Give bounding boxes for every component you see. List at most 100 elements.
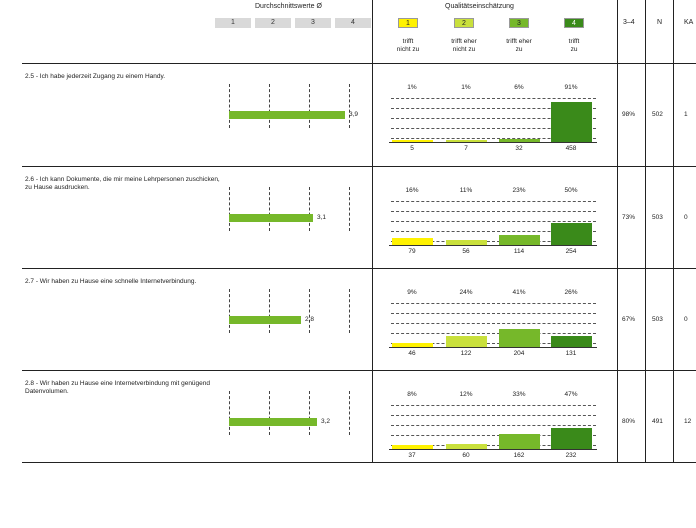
quality-label-4: trifft zu (568, 38, 580, 53)
avg-scale-tick (269, 289, 270, 333)
chart-gridline (391, 98, 596, 99)
quality-count: 60 (462, 452, 470, 459)
count-ka: 12 (684, 418, 692, 425)
quality-percent: 12% (459, 391, 473, 398)
quality-percent: 50% (564, 187, 578, 194)
quality-count: 162 (513, 452, 525, 459)
quality-bar-3 (499, 234, 540, 245)
quality-label-3: trifft eher zu (506, 38, 532, 53)
chart-gridline (391, 425, 596, 426)
chart-gridline (391, 118, 596, 119)
quality-bar-1 (392, 445, 433, 449)
average-value: 2,8 (305, 316, 315, 323)
average-bar (229, 214, 313, 222)
quality-count: 204 (513, 350, 525, 357)
avg-scale-tick (349, 84, 350, 128)
chart-gridline (391, 108, 596, 109)
avg-scale-tick (349, 391, 350, 435)
count-ka: 0 (684, 214, 688, 221)
divider-n-left (645, 0, 646, 462)
quality-bar-4 (551, 335, 592, 347)
count-n: 491 (652, 418, 663, 425)
chart-gridline (391, 343, 596, 344)
quality-bar-3 (499, 434, 540, 449)
quality-bar-2 (446, 443, 487, 449)
col-header-n: N (657, 19, 663, 26)
row-separator (22, 268, 696, 269)
divider-ka-left (673, 0, 674, 462)
percent-3-4: 98% (622, 111, 636, 118)
divider-quality-right (617, 0, 618, 462)
quality-count: 114 (513, 248, 525, 255)
avg-scale-tick (349, 289, 350, 333)
avg-scale-tick (349, 187, 350, 231)
quality-percent: 41% (512, 289, 526, 296)
avg-scale-tick (229, 289, 230, 333)
avg-column-title: Durchschnittswerte Ø (255, 3, 322, 10)
quality-percent: 33% (512, 391, 526, 398)
quality-count: 122 (460, 350, 472, 357)
percent-3-4: 73% (622, 214, 636, 221)
quality-percent: 6% (514, 84, 524, 91)
quality-percent: 24% (459, 289, 473, 296)
chart-gridline (391, 138, 596, 139)
quality-bar-4 (551, 428, 592, 449)
avg-scale-1: 1 (215, 18, 251, 28)
quality-bar-1 (392, 237, 433, 245)
quality-percent: 23% (512, 187, 526, 194)
avg-scale-tick (309, 84, 310, 128)
chart-baseline (389, 245, 597, 246)
divider-quality-left (372, 0, 373, 462)
chart-gridline (391, 231, 596, 232)
chart-baseline (389, 449, 597, 450)
count-n: 503 (652, 316, 663, 323)
average-value: 3,1 (317, 214, 327, 221)
chart-gridline (391, 435, 596, 436)
quality-count: 32 (515, 145, 523, 152)
quality-bar-1 (392, 140, 433, 142)
quality-bar-2 (446, 336, 487, 347)
count-n: 502 (652, 111, 663, 118)
avg-scale-tick (269, 391, 270, 435)
row-separator (22, 166, 696, 167)
chart-gridline (391, 405, 596, 406)
quality-bar-2 (446, 240, 487, 245)
quality-bar-1 (392, 343, 433, 347)
chart-gridline (391, 415, 596, 416)
quality-percent: 8% (407, 391, 417, 398)
question-text: 2.8 - Wir haben zu Hause eine Internetve… (25, 380, 211, 395)
percent-3-4: 67% (622, 316, 636, 323)
avg-scale-3: 3 (295, 18, 331, 28)
chart-gridline (391, 201, 596, 202)
average-bar (229, 316, 301, 324)
chart-gridline (391, 221, 596, 222)
quality-bar-3 (499, 139, 540, 142)
avg-scale-4: 4 (335, 18, 371, 28)
quality-percent: 11% (459, 187, 473, 194)
quality-percent: 91% (564, 84, 578, 91)
quality-count: 254 (565, 248, 577, 255)
quality-count: 79 (408, 248, 416, 255)
quality-count: 46 (408, 350, 416, 357)
quality-percent: 16% (405, 187, 419, 194)
quality-box-3: 3 (509, 18, 529, 28)
chart-gridline (391, 303, 596, 304)
quality-box-2: 2 (454, 18, 474, 28)
avg-scale-tick (229, 391, 230, 435)
chart-baseline (389, 347, 597, 348)
row-separator (22, 370, 696, 371)
quality-bar-2 (446, 140, 487, 142)
chart-gridline (391, 445, 596, 446)
quality-count: 7 (464, 145, 468, 152)
quality-count: 458 (565, 145, 577, 152)
avg-scale-tick (269, 187, 270, 231)
average-value: 3,9 (349, 111, 359, 118)
avg-scale-tick (229, 84, 230, 128)
quality-label-2: trifft eher nicht zu (451, 38, 477, 53)
question-text: 2.6 - Ich kann Dokumente, die mir meine … (25, 176, 220, 191)
quality-bar-4 (551, 101, 592, 142)
average-bar (229, 111, 345, 119)
quality-count: 232 (565, 452, 577, 459)
chart-baseline (389, 142, 597, 143)
quality-label-1: trifft nicht zu (396, 38, 420, 53)
